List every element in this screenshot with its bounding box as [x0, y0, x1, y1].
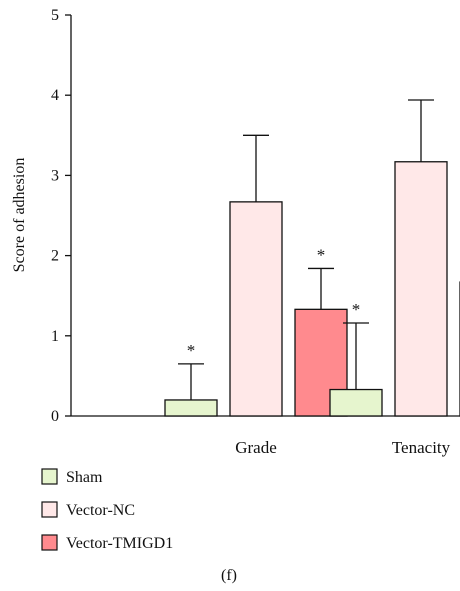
significance-marker: *	[187, 341, 196, 360]
x-axis-ticks: Grade Tenacity	[235, 438, 450, 457]
legend-swatch	[41, 501, 58, 518]
bar-series: ****	[164, 99, 460, 417]
x-tick-label: Grade	[235, 438, 277, 457]
bar-sham-tenacity	[329, 388, 383, 417]
bar-vector-nc-tenacity	[394, 161, 448, 417]
legend-label: Vector-TMIGD1	[66, 535, 173, 552]
bar-vector-nc-grade	[229, 201, 283, 417]
significance-marker: *	[352, 300, 361, 319]
y-tick-label: 2	[51, 248, 59, 265]
y-tick-label: 3	[51, 167, 59, 184]
legend: Sham Vector-NC Vector-TMIGD1	[41, 468, 173, 552]
y-tick-label: 4	[51, 87, 59, 104]
y-axis-label: Score of adhesion	[11, 158, 28, 273]
legend-swatch	[41, 534, 58, 551]
y-tick-label: 5	[51, 7, 59, 24]
legend-swatch	[41, 468, 58, 485]
panel-label: (f)	[221, 567, 237, 584]
y-axis-ticks: 0 1 2 3 4 5	[51, 7, 71, 425]
x-tick-label: Tenacity	[392, 438, 451, 457]
y-tick-label: 1	[51, 328, 59, 345]
y-tick-label: 0	[51, 408, 59, 425]
legend-label: Sham	[66, 469, 103, 486]
legend-label: Vector-NC	[66, 502, 135, 519]
bar-sham-grade	[164, 399, 218, 417]
significance-marker: *	[317, 245, 326, 264]
